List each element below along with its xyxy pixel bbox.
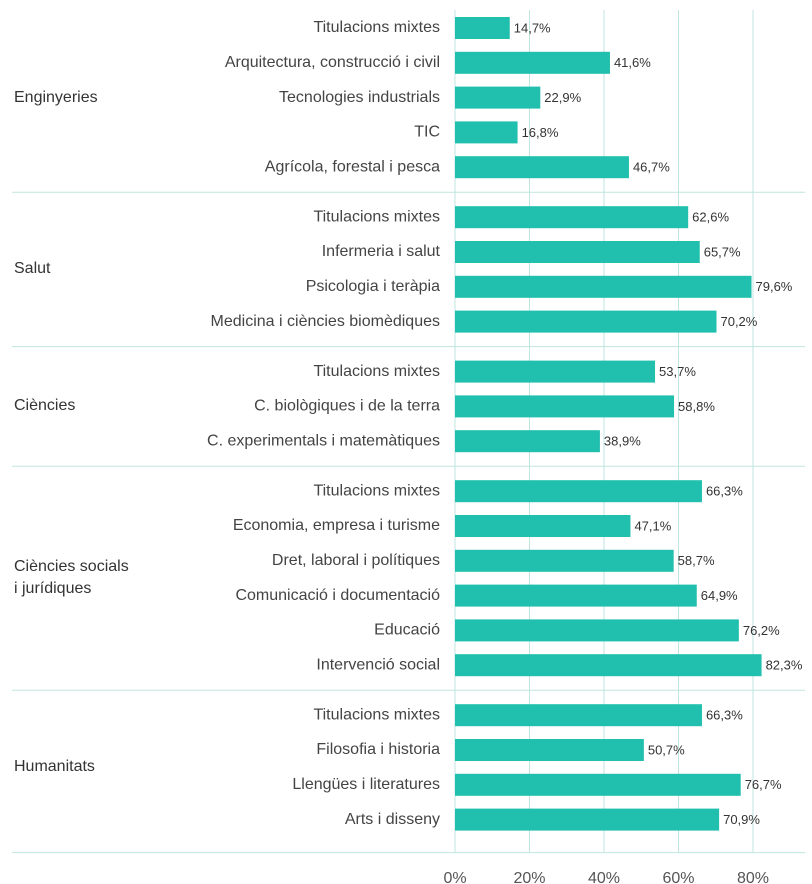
- bar: [455, 51, 610, 74]
- bar: [455, 739, 644, 761]
- value-label: 38,9%: [604, 434, 641, 449]
- value-label: 14,7%: [514, 20, 551, 35]
- bar: [455, 808, 720, 831]
- value-label: 16,8%: [522, 125, 559, 140]
- value-label: 70,2%: [720, 314, 757, 329]
- value-label: 50,7%: [648, 742, 685, 757]
- category-label: Titulacions mixtes: [313, 706, 440, 723]
- value-label: 53,7%: [659, 364, 696, 379]
- value-label: 66,3%: [706, 708, 743, 723]
- bar: [455, 704, 702, 727]
- bar: [455, 395, 675, 418]
- value-label: 66,3%: [706, 484, 743, 499]
- bar: [455, 121, 518, 144]
- category-label: Titulacions mixtes: [313, 482, 440, 499]
- group-label: Humanitats: [14, 758, 95, 776]
- bar: [455, 480, 702, 503]
- x-tick-label: 80%: [737, 870, 769, 884]
- value-label: 70,9%: [723, 812, 760, 827]
- category-label: C. biològiques i de la terra: [254, 398, 440, 415]
- bar: [455, 584, 697, 607]
- bar: [455, 619, 739, 642]
- category-label: Filosofia i historia: [316, 741, 440, 758]
- category-label: Psicologia i teràpia: [306, 278, 440, 295]
- value-label: 79,6%: [756, 279, 793, 294]
- value-label: 58,7%: [678, 553, 715, 568]
- bar: [455, 654, 762, 677]
- bar: [455, 515, 631, 537]
- x-tick-label: 20%: [513, 870, 545, 884]
- x-tick-label: 0%: [443, 870, 466, 884]
- bar: [455, 360, 656, 383]
- bar: [455, 430, 600, 453]
- value-label: 46,7%: [633, 160, 670, 175]
- category-label: Titulacions mixtes: [313, 363, 440, 380]
- value-label: 22,9%: [544, 90, 581, 105]
- category-label: Agrícola, forestal i pesca: [265, 158, 440, 175]
- bar: [455, 156, 629, 179]
- category-label: Tecnologies industrials: [279, 89, 440, 106]
- group-label: Ciències socials i jurídiques: [14, 558, 129, 598]
- value-label: 82,3%: [766, 658, 803, 673]
- category-label: Arts i disseny: [345, 811, 440, 828]
- bar: [455, 86, 541, 109]
- value-label: 58,8%: [678, 399, 715, 414]
- value-label: 41,6%: [614, 55, 651, 70]
- bar: [455, 310, 717, 333]
- bar: [455, 549, 674, 572]
- category-label: Infermeria i salut: [322, 243, 441, 260]
- category-label: Llengües i literatures: [292, 776, 440, 793]
- category-label: Intervenció social: [316, 656, 440, 673]
- category-label: Educació: [374, 622, 440, 639]
- category-label: Titulacions mixtes: [313, 208, 440, 225]
- category-label: Arquitectura, construcció i civil: [225, 54, 440, 71]
- bar: [455, 773, 741, 796]
- x-tick-label: 40%: [588, 870, 620, 884]
- category-label: Economia, empresa i turisme: [233, 517, 440, 534]
- category-label: C. experimentals i matemàtiques: [207, 432, 440, 449]
- value-label: 76,7%: [745, 777, 782, 792]
- category-label: Medicina i ciències biomèdiques: [211, 313, 440, 330]
- group-label: Salut: [14, 260, 51, 278]
- bar: [455, 17, 510, 39]
- category-label: Comunicació i documentació: [235, 587, 440, 604]
- group-label: Enginyeries: [14, 88, 98, 106]
- category-label: Dret, laboral i polítiques: [272, 552, 440, 569]
- group-label: Ciències: [14, 397, 76, 415]
- category-label: TIC: [414, 124, 440, 141]
- x-tick-label: 60%: [662, 870, 694, 884]
- value-label: 62,6%: [692, 210, 729, 225]
- value-label: 65,7%: [704, 244, 741, 259]
- value-label: 76,2%: [743, 623, 780, 638]
- bar: [455, 275, 752, 298]
- bar: [455, 206, 689, 229]
- bar: [455, 241, 700, 263]
- value-label: 47,1%: [634, 518, 671, 533]
- category-label: Titulacions mixtes: [313, 19, 440, 36]
- value-label: 64,9%: [701, 588, 738, 603]
